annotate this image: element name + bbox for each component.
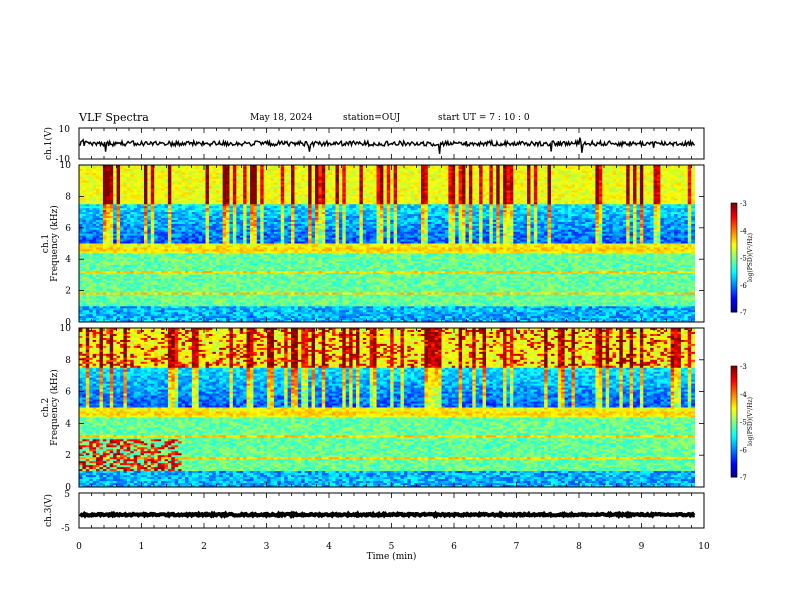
spectrogram-image	[79, 328, 695, 487]
colorbar-tick--6: -6	[740, 446, 747, 454]
ch2-spec-ytick-10: 10	[60, 324, 72, 334]
ch2-spec-ytick-0: 0	[65, 483, 71, 493]
colorbar-label: log(PSD)(V²/Hz)	[747, 233, 754, 282]
ch1-spec-ytick-10: 10	[60, 161, 72, 171]
colorbar-tick--7: -7	[740, 309, 747, 317]
ch3-axis-tick-min: -5	[61, 524, 70, 534]
xtick-3: 3	[264, 542, 270, 552]
ch1-spec-freq-label: Frequency (kHz)	[49, 205, 60, 282]
ch2-spec-ytick-8: 8	[65, 356, 71, 366]
colorbar-tick--6: -6	[740, 282, 747, 290]
xtick-5: 5	[389, 542, 395, 552]
x-axis-label: Time (min)	[367, 551, 417, 562]
ch2-spec-ytick-6: 6	[65, 388, 71, 398]
xtick-10: 10	[698, 542, 710, 552]
xtick-0: 0	[76, 542, 82, 552]
colorbar-tick--5: -5	[740, 255, 747, 263]
xtick-8: 8	[576, 542, 582, 552]
ch2-spec-ytick-2: 2	[65, 451, 71, 461]
waveform-trace	[80, 514, 695, 516]
colorbar-tick--7: -7	[740, 474, 747, 482]
colorbar-tick--5: -5	[740, 419, 747, 427]
ch2-spec-freq-label: Frequency (kHz)	[49, 369, 60, 446]
ch1-axis-label: ch.1(V)	[43, 127, 54, 160]
xtick-1: 1	[139, 542, 145, 552]
xtick-6: 6	[451, 542, 457, 552]
ch1-spec-ytick-4: 4	[65, 255, 71, 265]
xtick-9: 9	[639, 542, 645, 552]
ch3-axis-label: ch.3(V)	[43, 494, 54, 527]
spectrogram-image	[79, 165, 695, 322]
xtick-4: 4	[326, 542, 332, 552]
xtick-2: 2	[201, 542, 207, 552]
ch1-axis-tick-max: 10	[59, 125, 71, 135]
waveform-trace	[80, 138, 695, 154]
ch1-spec-ytick-6: 6	[65, 224, 71, 234]
colorbar-tick--3: -3	[740, 363, 747, 371]
colorbar-label: log(PSD)(V²/Hz)	[747, 397, 754, 446]
colorbar-tick--3: -3	[740, 200, 747, 208]
ch2-spec-ytick-4: 4	[65, 419, 71, 429]
panel-frame	[79, 493, 704, 528]
ch1-spec-ytick-8: 8	[65, 192, 71, 202]
xtick-7: 7	[514, 542, 520, 552]
ch1-spec-ytick-2: 2	[65, 287, 71, 297]
